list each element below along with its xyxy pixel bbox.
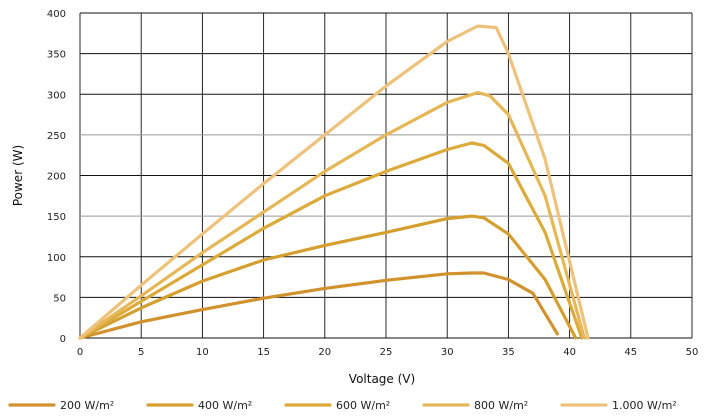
x-tick-label: 30 — [441, 347, 454, 358]
legend: 200 W/m² 400 W/m² 600 W/m² 800 W/m² 1.000 W/… — [8, 399, 677, 412]
x-tick-label: 50 — [686, 347, 699, 358]
y-tick-label: 50 — [53, 293, 66, 304]
y-tick-label: 150 — [47, 212, 66, 223]
y-tick-label: 300 — [47, 90, 66, 101]
legend-label-3: 600 W/m² — [336, 399, 390, 412]
series-line-5 — [78, 24, 590, 340]
y-axis-title: Power (W) — [11, 145, 25, 206]
series-line-2 — [78, 214, 578, 340]
legend-label-2: 400 W/m² — [198, 399, 252, 412]
x-tick-label: 0 — [77, 347, 83, 358]
legend-label-1: 200 W/m² — [60, 399, 114, 412]
y-tick-label: 350 — [47, 50, 66, 61]
x-tick-label: 20 — [318, 347, 331, 358]
x-tick-label: 35 — [502, 347, 515, 358]
x-tick-label: 45 — [624, 347, 637, 358]
series-layer — [78, 24, 590, 340]
x-axis-title: Voltage (V) — [349, 372, 415, 386]
series-line-3 — [78, 141, 584, 340]
grid-layer — [79, 12, 693, 339]
x-tick-label: 40 — [563, 347, 576, 358]
series-line-1 — [78, 271, 560, 340]
y-tick-label: 100 — [47, 253, 66, 264]
legend-label-4: 800 W/m² — [474, 399, 528, 412]
series-line-4 — [78, 90, 586, 340]
x-tick-label: 5 — [138, 347, 144, 358]
y-tick-label: 400 — [47, 9, 66, 20]
y-tick-label: 0 — [60, 334, 66, 345]
x-tick-label: 25 — [380, 347, 393, 358]
y-tick-label: 250 — [47, 131, 66, 142]
tick-layer: 0 5 10 15 20 25 30 35 40 45 50 0 50 100 150 200 250 300 35… — [47, 9, 698, 358]
legend-label-5: 1.000 W/m² — [612, 399, 677, 412]
x-tick-label: 10 — [196, 347, 209, 358]
y-tick-label: 200 — [47, 172, 66, 183]
x-tick-label: 15 — [257, 347, 270, 358]
